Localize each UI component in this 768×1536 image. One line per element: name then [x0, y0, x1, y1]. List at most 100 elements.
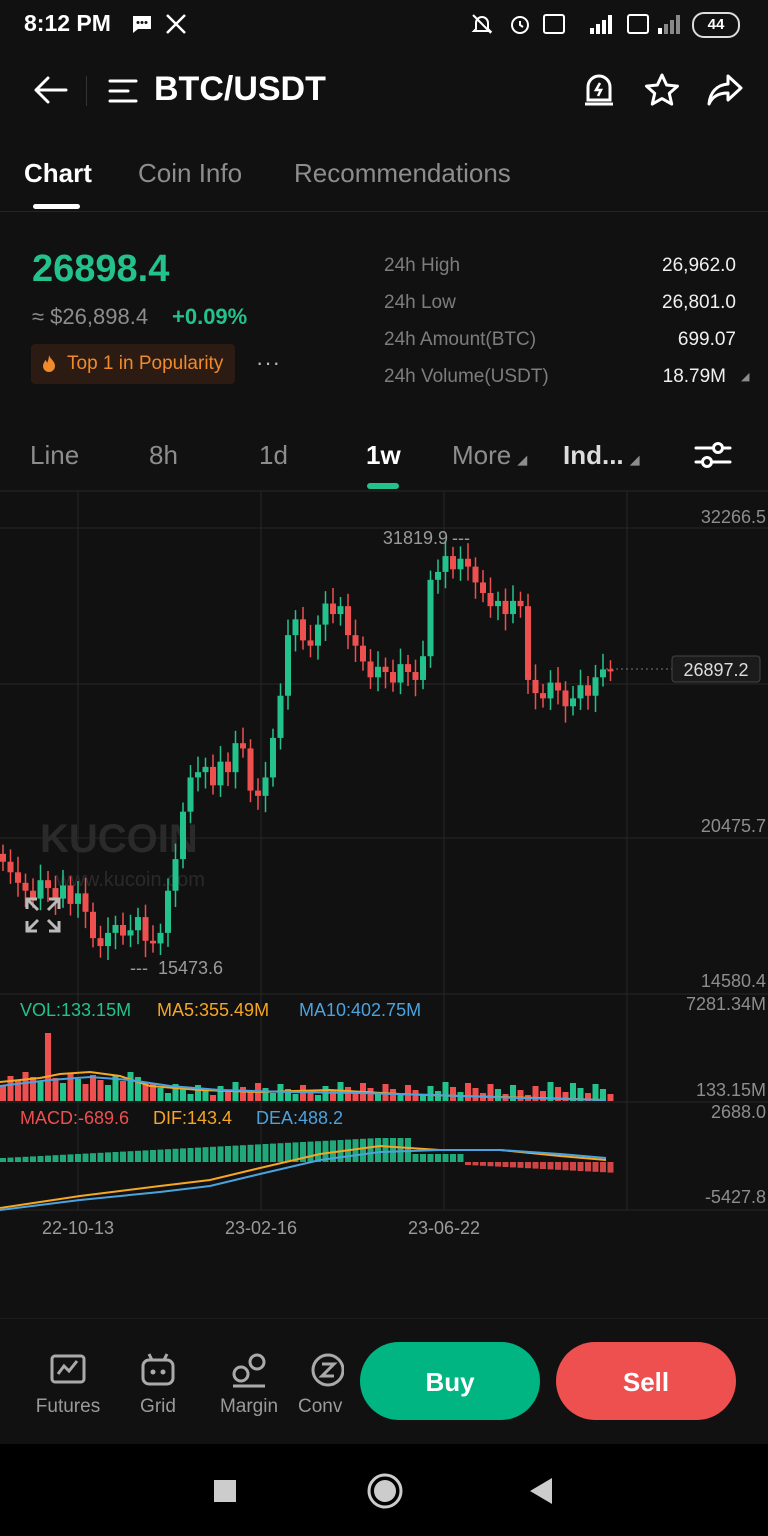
macd-bar [330, 1140, 336, 1162]
candle-body [420, 656, 426, 680]
volume-bar [562, 1092, 569, 1101]
indicators-dropdown[interactable]: Ind... ◢ [563, 440, 640, 471]
more-options[interactable]: ··· [256, 350, 281, 375]
macd-bar [300, 1142, 306, 1162]
volume-bar [600, 1089, 606, 1101]
macd-bar [180, 1148, 186, 1162]
macd-bar [495, 1162, 501, 1167]
candle-body [495, 600, 501, 607]
macd-bar [247, 1144, 254, 1162]
volume-bar [390, 1089, 396, 1101]
volume-toggle-icon[interactable]: ◢ [741, 371, 750, 383]
nav-convert-label: Conv [298, 1396, 343, 1417]
tab-recommendations[interactable]: Recommendations [294, 158, 511, 188]
back-arrow-icon[interactable] [32, 74, 68, 106]
candlestick-chart[interactable]: KUCOIN www.kucoin.com 26897.2 31819.9 --… [0, 490, 768, 1250]
vol-ma10-line [0, 1075, 607, 1101]
message-icon [133, 16, 151, 33]
macd-bar [352, 1139, 359, 1162]
candle-body [352, 635, 359, 646]
home-icon[interactable] [366, 1472, 404, 1510]
recents-icon[interactable] [214, 1480, 236, 1502]
system-navigation-bar [0, 1444, 768, 1536]
macd-bar [225, 1146, 231, 1162]
macd-bar [172, 1148, 179, 1162]
interval-1d[interactable]: 1d [259, 440, 288, 470]
candle-body [607, 669, 614, 672]
fullscreen-icon[interactable] [24, 896, 62, 934]
volume-bar [180, 1089, 186, 1101]
popularity-badge[interactable]: Top 1 in Popularity [31, 344, 236, 384]
nav-convert[interactable]: Conv [290, 1350, 344, 1418]
share-icon[interactable] [706, 72, 744, 108]
watermark-logo: KUCOIN [40, 817, 198, 861]
candle-body [22, 882, 29, 891]
macd-bar [120, 1151, 126, 1162]
menu-icon[interactable] [108, 78, 138, 104]
x-app-icon [166, 14, 186, 34]
macd-dea-line [0, 1149, 607, 1211]
stat-label-volume: 24h Volume(USDT) [384, 366, 549, 387]
nav-futures-label: Futures [35, 1396, 101, 1417]
macd-bar [592, 1162, 599, 1172]
candle-body [202, 766, 209, 773]
macd-dea-label: DEA:488.2 [256, 1108, 343, 1128]
candle-body [502, 600, 509, 615]
interval-line[interactable]: Line [30, 440, 80, 470]
macd-axis-bottom: -5427.8 [705, 1187, 766, 1207]
volume-bar [22, 1072, 29, 1101]
interval-8h[interactable]: 8h [149, 440, 178, 470]
macd-bar [292, 1142, 299, 1162]
volume-bar [427, 1086, 434, 1101]
settings-sliders-icon[interactable] [694, 440, 732, 470]
interval-more[interactable]: More ◢ [452, 440, 527, 471]
nav-grid[interactable]: Grid [118, 1350, 198, 1418]
margin-icon [232, 1353, 266, 1388]
volume-bar [442, 1082, 449, 1101]
macd-bar [60, 1154, 66, 1162]
volume-bar [450, 1087, 456, 1101]
volume-bar [0, 1085, 6, 1101]
current-price-tag-box [671, 655, 761, 683]
volume-bar [577, 1088, 584, 1101]
volume-bar [165, 1093, 171, 1101]
volume-bar [285, 1089, 291, 1101]
macd-bar [307, 1141, 314, 1162]
sell-button[interactable]: Sell [556, 1342, 736, 1420]
macd-bar [262, 1144, 269, 1162]
macd-bar [547, 1162, 554, 1170]
tab-chart[interactable]: Chart [24, 158, 92, 188]
nav-futures[interactable]: Futures [28, 1350, 108, 1418]
macd-bar [525, 1162, 531, 1169]
volume-bar [105, 1085, 111, 1101]
volte-icon [543, 14, 565, 34]
volume-bar [315, 1095, 321, 1101]
price-axis-mid: 20475.7 [701, 816, 766, 836]
candle-body [112, 924, 119, 933]
macd-bar [457, 1154, 464, 1162]
tabs-divider [0, 211, 768, 212]
pair-title[interactable]: BTC/USDT [154, 70, 326, 108]
tab-coin-info[interactable]: Coin Info [138, 158, 243, 188]
star-icon[interactable] [644, 72, 680, 108]
buy-button[interactable]: Buy [360, 1342, 540, 1420]
nav-margin-label: Margin [219, 1396, 279, 1417]
macd-bar [472, 1162, 479, 1166]
macd-bar [45, 1155, 51, 1162]
macd-bar [555, 1162, 561, 1170]
interval-1w[interactable]: 1w [366, 440, 401, 470]
candle-body [480, 582, 486, 593]
price-alert-icon[interactable] [582, 72, 616, 108]
nav-margin[interactable]: Margin [209, 1350, 289, 1418]
macd-bar [37, 1156, 44, 1162]
macd-bar [382, 1138, 389, 1162]
candle-body [255, 790, 261, 796]
back-nav-icon[interactable] [528, 1476, 554, 1506]
vol-axis-bottom: 133.15M [696, 1080, 766, 1100]
candle-body [292, 619, 299, 636]
volume-bar [45, 1033, 51, 1101]
macd-bar [322, 1140, 329, 1162]
low-marker: 15473.6 [158, 958, 223, 978]
signal-strength-icon-2 [658, 15, 680, 34]
candle-body [547, 682, 554, 699]
